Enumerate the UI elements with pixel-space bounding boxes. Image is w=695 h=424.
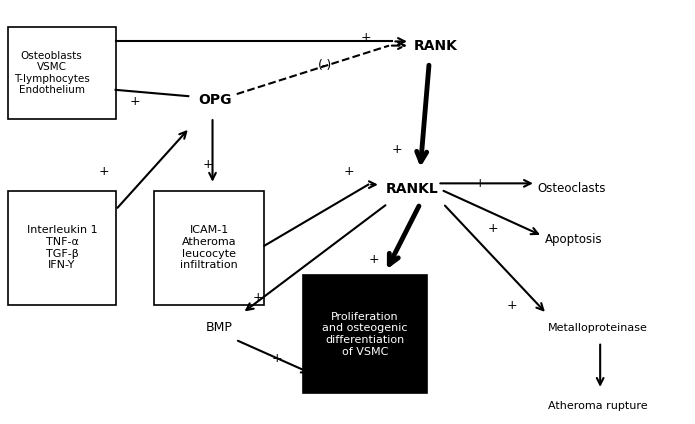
- FancyBboxPatch shape: [8, 191, 115, 305]
- Text: +: +: [272, 352, 282, 365]
- FancyBboxPatch shape: [154, 191, 264, 305]
- Text: Osteoclasts: Osteoclasts: [538, 182, 606, 195]
- Text: +: +: [202, 158, 213, 171]
- Text: +: +: [361, 31, 372, 44]
- Text: TNF-α: TNF-α: [344, 276, 377, 287]
- Text: Apoptosis: Apoptosis: [545, 233, 603, 246]
- FancyBboxPatch shape: [302, 275, 427, 393]
- Text: +: +: [130, 95, 140, 108]
- FancyBboxPatch shape: [8, 27, 115, 119]
- Text: ICAM-1
Atheroma
leucocyte
infiltration: ICAM-1 Atheroma leucocyte infiltration: [180, 226, 238, 270]
- Text: BMP: BMP: [206, 321, 232, 335]
- Text: RANK: RANK: [414, 39, 457, 53]
- Text: +: +: [507, 299, 518, 312]
- Text: Osteoblasts
VSMC
T-lymphocytes
Endothelium: Osteoblasts VSMC T-lymphocytes Endotheli…: [14, 50, 90, 95]
- Text: +: +: [343, 165, 354, 178]
- Text: +: +: [488, 221, 498, 234]
- Text: Atheroma rupture: Atheroma rupture: [548, 401, 648, 411]
- Text: +: +: [475, 177, 486, 190]
- Text: OPG: OPG: [199, 93, 232, 107]
- Text: +: +: [368, 253, 379, 266]
- Text: (-): (-): [318, 59, 332, 72]
- Text: RANKL: RANKL: [386, 182, 439, 196]
- Text: +: +: [99, 165, 109, 178]
- Text: Proliferation
and osteogenic
differentiation
of VSMC: Proliferation and osteogenic differentia…: [322, 312, 407, 357]
- Text: Metalloproteinase: Metalloproteinase: [548, 323, 648, 333]
- Text: Interleukin 1
TNF-α
TGF-β
IFN-Y: Interleukin 1 TNF-α TGF-β IFN-Y: [26, 226, 97, 270]
- Text: +: +: [252, 290, 263, 304]
- Text: +: +: [392, 143, 402, 156]
